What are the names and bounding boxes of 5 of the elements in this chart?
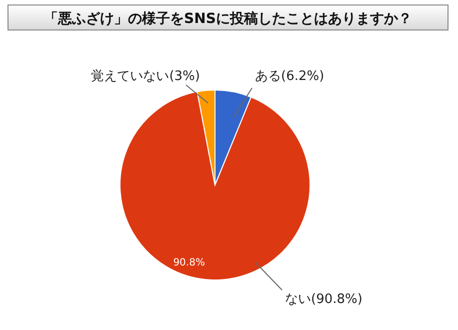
slice-label: ない(90.8%) [285, 292, 362, 307]
slice-label: ある(6.2%) [255, 69, 324, 84]
data-label: 90.8% [173, 258, 205, 269]
slice-label: 覚えていない(3%) [91, 69, 200, 84]
chart-title: 「悪ふざけ」の様子をSNSに投稿したことはありますか？ [44, 10, 412, 27]
